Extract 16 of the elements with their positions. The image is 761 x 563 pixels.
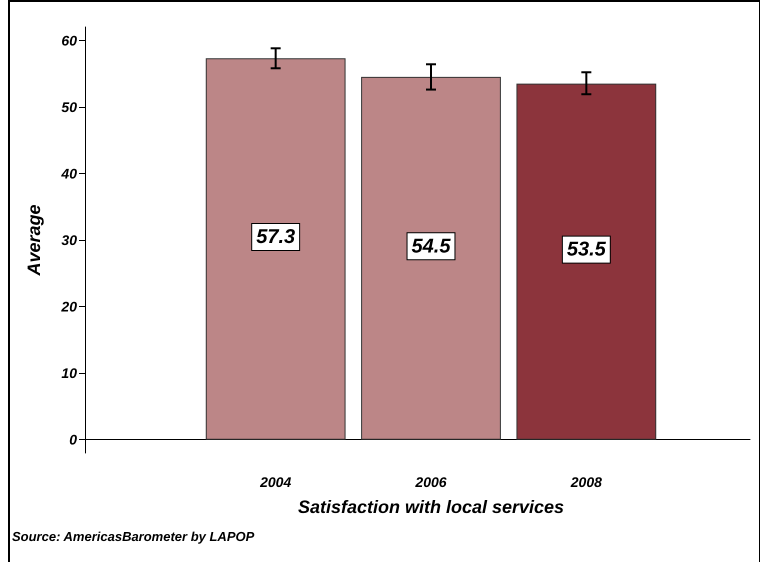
y-tick-label: 30 (61, 232, 78, 248)
y-tick-label: 0 (69, 432, 78, 448)
y-tick-label: 20 (60, 298, 78, 315)
x-axis-title: Satisfaction with local services (298, 497, 564, 517)
y-tick-label: 10 (61, 365, 78, 382)
data-label: 53.5 (566, 238, 607, 261)
y-tick-label: 60 (61, 32, 78, 48)
data-label: 57.3 (256, 226, 296, 248)
y-axis-title: Average (24, 204, 44, 277)
y-tick-label: 50 (61, 98, 78, 115)
x-tick-label: 2006 (414, 474, 447, 490)
x-tick-label: 2008 (570, 474, 602, 490)
data-label: 54.5 (412, 235, 452, 258)
x-tick-label: 2004 (259, 474, 292, 490)
source-note: Source: AmericasBarometer by LAPOP (12, 529, 255, 544)
y-tick-label: 40 (60, 165, 78, 182)
